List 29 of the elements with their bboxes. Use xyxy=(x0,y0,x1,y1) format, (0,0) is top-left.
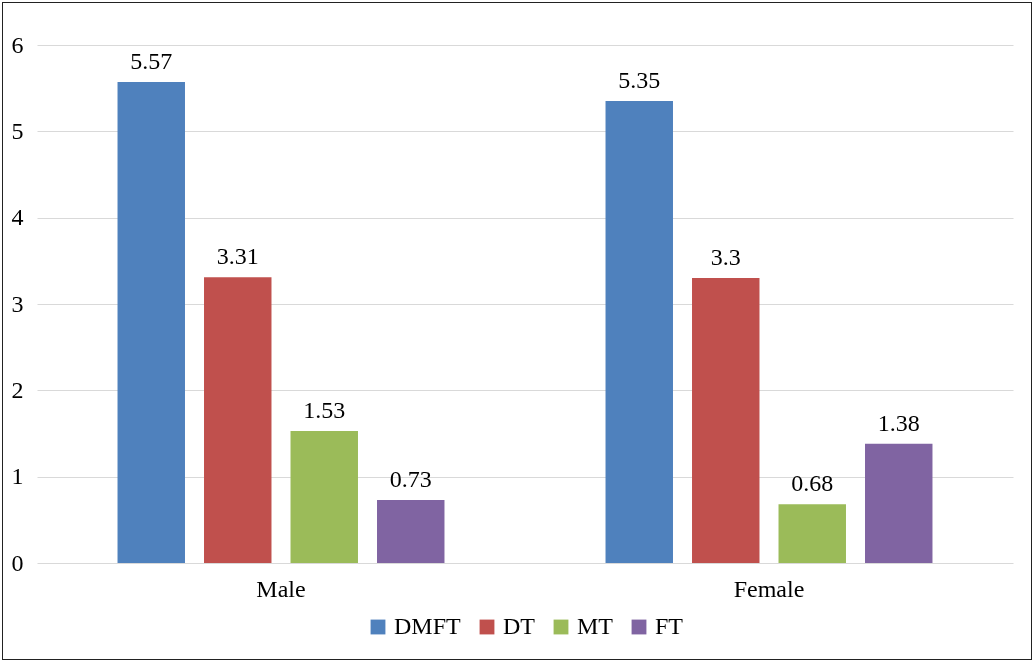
y-tick-label: 0 xyxy=(11,549,24,576)
bar xyxy=(290,430,358,563)
legend-label: FT xyxy=(655,613,684,639)
data-label: 5.57 xyxy=(130,48,173,75)
data-label: 1.53 xyxy=(303,396,346,423)
legend-label: DT xyxy=(503,613,536,639)
data-label: 5.35 xyxy=(618,67,661,94)
bar xyxy=(377,499,445,563)
x-tick-label: Female xyxy=(733,575,805,602)
y-tick-label: 2 xyxy=(11,376,24,403)
data-label: 3.31 xyxy=(216,243,259,270)
y-tick-label: 5 xyxy=(11,117,24,144)
legend-label: MT xyxy=(577,613,614,639)
bar xyxy=(204,277,272,563)
legend-label: DMFT xyxy=(394,613,462,639)
y-tick-label: 3 xyxy=(11,290,24,317)
data-label: 0.68 xyxy=(791,470,834,497)
bar xyxy=(778,504,846,563)
bar xyxy=(692,278,760,563)
y-tick-label: 1 xyxy=(11,463,24,490)
y-tick-label: 6 xyxy=(11,31,24,58)
data-label: 0.73 xyxy=(389,465,432,492)
data-label: 1.38 xyxy=(877,409,920,436)
data-label: 3.3 xyxy=(710,244,741,271)
bar xyxy=(117,82,185,563)
bar xyxy=(865,443,933,563)
bar xyxy=(605,101,673,563)
y-tick-label: 4 xyxy=(11,204,24,231)
x-tick-label: Male xyxy=(256,575,306,602)
